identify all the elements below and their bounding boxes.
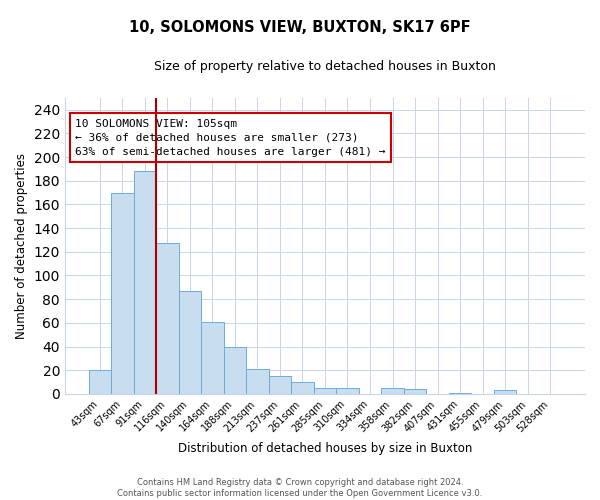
Bar [269, 376, 291, 394]
Text: 10 SOLOMONS VIEW: 105sqm
← 36% of detached houses are smaller (273)
63% of semi-: 10 SOLOMONS VIEW: 105sqm ← 36% of detach… [76, 118, 386, 156]
Bar [494, 390, 517, 394]
Bar [381, 388, 404, 394]
Bar [224, 346, 246, 394]
Text: 10, SOLOMONS VIEW, BUXTON, SK17 6PF: 10, SOLOMONS VIEW, BUXTON, SK17 6PF [129, 20, 471, 35]
Bar [111, 192, 134, 394]
Bar [449, 392, 472, 394]
Bar [291, 382, 314, 394]
Bar [246, 369, 269, 394]
Title: Size of property relative to detached houses in Buxton: Size of property relative to detached ho… [154, 60, 496, 73]
Bar [134, 171, 156, 394]
Bar [156, 244, 179, 394]
X-axis label: Distribution of detached houses by size in Buxton: Distribution of detached houses by size … [178, 442, 472, 455]
Text: Contains HM Land Registry data © Crown copyright and database right 2024.
Contai: Contains HM Land Registry data © Crown c… [118, 478, 482, 498]
Bar [404, 389, 426, 394]
Bar [314, 388, 336, 394]
Bar [179, 291, 201, 394]
Y-axis label: Number of detached properties: Number of detached properties [15, 153, 28, 339]
Bar [336, 388, 359, 394]
Bar [89, 370, 111, 394]
Bar [201, 322, 224, 394]
